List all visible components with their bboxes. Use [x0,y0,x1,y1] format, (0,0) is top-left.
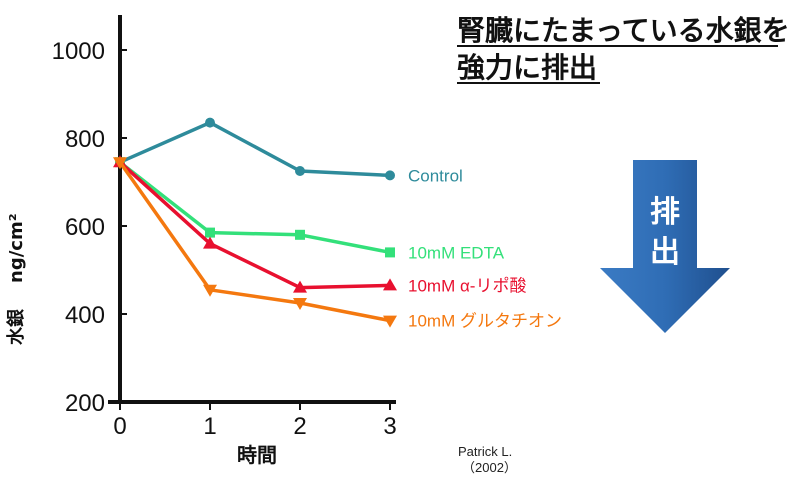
series-control [115,117,395,181]
data-point [383,278,397,291]
data-point [205,117,215,128]
down-arrow-icon [600,160,730,333]
series-line [118,161,391,323]
series-line [118,160,391,290]
arrow-label-1: 排 [650,195,680,230]
x-tick-label: 2 [293,413,306,440]
x-tick-labels: 0 1 2 3 [113,402,397,440]
data-point [113,157,127,170]
excretion-arrow: 排 出 [600,160,730,333]
headline-line-2: 強力に排出 [457,51,597,84]
headline: 腎臓にたまっている水銀を 強力に排出 [457,14,790,84]
x-tick-label: 3 [383,413,396,440]
data-point [385,170,395,181]
data-point [203,284,217,297]
x-tick-label: 0 [113,413,126,440]
data-point [383,315,397,328]
series-layer [113,117,397,328]
data-point [203,236,217,249]
y-axis-label-main: 水銀 [5,309,27,345]
data-point [293,280,307,293]
data-point [295,229,305,240]
y-tick-label: 1000 [52,38,105,65]
x-axis-label: 時間 [237,443,277,467]
arrow-label-2: 出 [650,235,680,270]
y-tick-label: 800 [65,126,105,153]
series-line [119,120,391,178]
x-tick-label: 1 [203,413,216,440]
series-line [118,160,391,255]
y-tick-label: 600 [65,214,105,241]
series-label: Control [408,166,463,185]
data-point [385,247,395,258]
y-axis-label: 水銀 ng/cm² [5,213,27,345]
headline-line-1: 腎臓にたまっている水銀を [457,14,790,47]
series-label: 10mM グルタチオン [408,312,562,331]
series-label: 10mM α-リポ酸 [408,276,526,295]
series-10mm [113,157,397,328]
source-credit-author: Patrick L. [458,444,512,459]
y-axis-label-unit: ng/cm² [6,213,27,283]
y-tick-labels: 200 400 600 800 1000 [52,38,127,417]
y-tick-label: 200 [65,390,105,417]
data-point [293,298,307,310]
source-credit-year: （2002） [462,460,517,475]
series-10mm [113,155,397,293]
data-point [295,166,305,176]
series-labels: Control 10mM EDTA 10mM α-リポ酸 10mM グルタチオン [408,166,562,330]
data-point [205,227,215,238]
series-label: 10mM EDTA [408,243,505,262]
y-tick-label: 400 [65,302,105,329]
